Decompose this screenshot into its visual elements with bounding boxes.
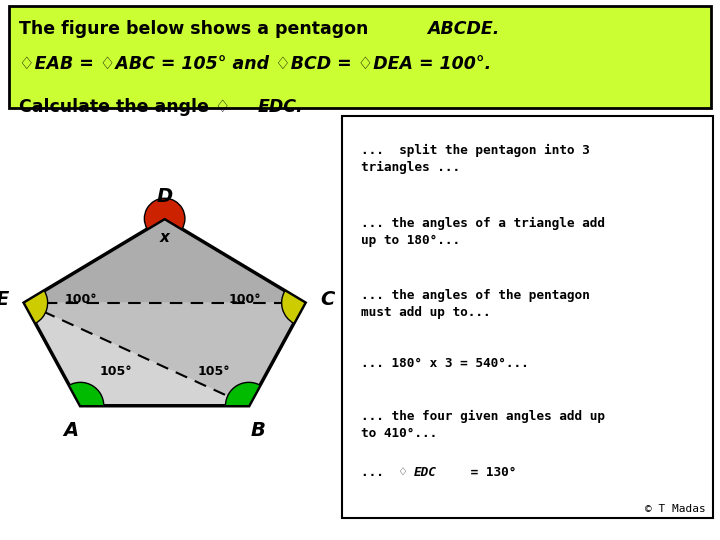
- FancyBboxPatch shape: [9, 6, 711, 108]
- Text: E: E: [0, 290, 9, 309]
- Wedge shape: [145, 198, 185, 229]
- Text: ABCDE.: ABCDE.: [427, 19, 499, 38]
- Text: 100°: 100°: [65, 293, 97, 306]
- Text: ♢EAB = ♢ABC = 105° and ♢BCD = ♢DEA = 100°.: ♢EAB = ♢ABC = 105° and ♢BCD = ♢DEA = 100…: [19, 55, 492, 73]
- Text: C: C: [320, 290, 335, 309]
- Text: = 130°: = 130°: [462, 466, 516, 479]
- Polygon shape: [24, 219, 305, 303]
- Text: ...  ♢: ... ♢: [361, 466, 406, 479]
- Text: 105°: 105°: [99, 365, 132, 378]
- Text: EDC: EDC: [414, 466, 437, 479]
- Text: ... the four given angles add up
to 410°...: ... the four given angles add up to 410°…: [361, 410, 605, 440]
- Polygon shape: [24, 303, 305, 406]
- Text: Calculate the angle ♢: Calculate the angle ♢: [19, 98, 230, 116]
- Text: D: D: [156, 187, 173, 206]
- Text: ...  split the pentagon into 3
triangles ...: ... split the pentagon into 3 triangles …: [361, 144, 589, 174]
- Wedge shape: [24, 291, 48, 323]
- Text: 100°: 100°: [229, 293, 261, 306]
- Polygon shape: [24, 303, 249, 406]
- Text: © T Madas: © T Madas: [644, 504, 706, 515]
- Wedge shape: [69, 382, 104, 406]
- Text: A: A: [63, 421, 78, 440]
- Text: B: B: [251, 421, 266, 440]
- Text: x: x: [160, 230, 170, 245]
- Text: EDC.: EDC.: [258, 98, 304, 116]
- Wedge shape: [225, 382, 260, 406]
- Text: The figure below shows a pentagon: The figure below shows a pentagon: [19, 19, 374, 38]
- FancyBboxPatch shape: [342, 116, 713, 518]
- Text: ... 180° x 3 = 540°...: ... 180° x 3 = 540°...: [361, 357, 528, 370]
- Wedge shape: [282, 291, 305, 323]
- Text: ... the angles of the pentagon
must add up to...: ... the angles of the pentagon must add …: [361, 289, 589, 319]
- Text: ... the angles of a triangle add
up to 180°...: ... the angles of a triangle add up to 1…: [361, 217, 605, 247]
- Text: 105°: 105°: [197, 365, 230, 378]
